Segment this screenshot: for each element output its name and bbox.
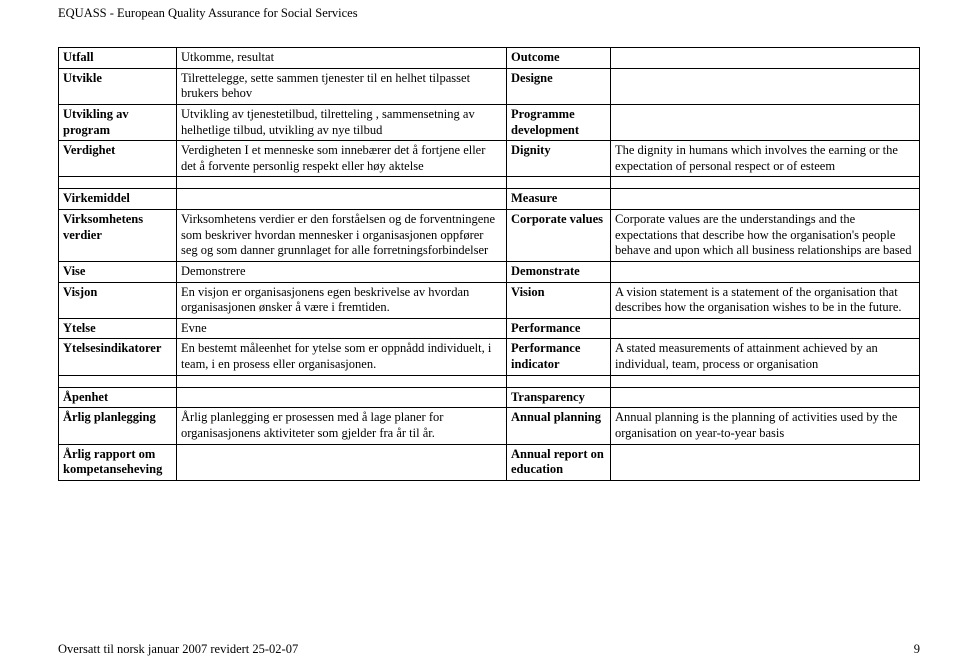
def-no: En visjon er organisasjonens egen beskri… (177, 282, 507, 318)
term-en: Annual planning (507, 408, 611, 444)
def-no: Utvikling av tjenestetilbud, tilrettelin… (177, 104, 507, 140)
term-en: Demonstrate (507, 261, 611, 282)
term-no: Virkemiddel (59, 189, 177, 210)
def-no: Årlig planlegging er prosessen med å lag… (177, 408, 507, 444)
term-en: Corporate values (507, 210, 611, 262)
def-en (611, 261, 920, 282)
term-no: Åpenhet (59, 387, 177, 408)
term-no: Årlig planlegging (59, 408, 177, 444)
def-en (611, 104, 920, 140)
table-row: Virksomhetens verdier Virksomhetens verd… (59, 210, 920, 262)
term-en: Vision (507, 282, 611, 318)
footer-left: Oversatt til norsk januar 2007 revidert … (58, 642, 298, 657)
table-row: Vise Demonstrere Demonstrate (59, 261, 920, 282)
table-row: Årlig rapport om kompetanseheving Annual… (59, 444, 920, 480)
term-no: Virksomhetens verdier (59, 210, 177, 262)
spacer-row (59, 375, 920, 387)
term-en: Outcome (507, 48, 611, 69)
term-no: Utvikling av program (59, 104, 177, 140)
def-no: Verdigheten I et menneske som innebærer … (177, 141, 507, 177)
term-no: Verdighet (59, 141, 177, 177)
def-no (177, 189, 507, 210)
page-header: EQUASS - European Quality Assurance for … (58, 6, 920, 21)
def-en (611, 444, 920, 480)
term-no: Utvikle (59, 68, 177, 104)
def-en (611, 68, 920, 104)
def-en: A vision statement is a statement of the… (611, 282, 920, 318)
spacer-row (59, 177, 920, 189)
def-no: Virksomhetens verdier er den forståelsen… (177, 210, 507, 262)
def-en: Annual planning is the planning of activ… (611, 408, 920, 444)
term-no: Visjon (59, 282, 177, 318)
page-footer: Oversatt til norsk januar 2007 revidert … (58, 642, 920, 657)
table-row: Årlig planlegging Årlig planlegging er p… (59, 408, 920, 444)
def-en: The dignity in humans which involves the… (611, 141, 920, 177)
term-en: Annual report on education (507, 444, 611, 480)
def-en: A stated measurements of attainment achi… (611, 339, 920, 375)
term-no: Ytelsesindikatorer (59, 339, 177, 375)
term-en: Designe (507, 68, 611, 104)
term-en: Measure (507, 189, 611, 210)
def-en (611, 318, 920, 339)
def-no (177, 444, 507, 480)
def-no: Tilrettelegge, sette sammen tjenester ti… (177, 68, 507, 104)
table-row: Verdighet Verdigheten I et menneske som … (59, 141, 920, 177)
term-no: Ytelse (59, 318, 177, 339)
table-row: Virkemiddel Measure (59, 189, 920, 210)
table-row: Visjon En visjon er organisasjonens egen… (59, 282, 920, 318)
def-no: Evne (177, 318, 507, 339)
def-en (611, 387, 920, 408)
term-en: Performance indicator (507, 339, 611, 375)
term-en: Transparency (507, 387, 611, 408)
term-no: Utfall (59, 48, 177, 69)
def-no (177, 387, 507, 408)
table-row: Utvikle Tilrettelegge, sette sammen tjen… (59, 68, 920, 104)
term-no: Årlig rapport om kompetanseheving (59, 444, 177, 480)
def-en: Corporate values are the understandings … (611, 210, 920, 262)
term-no: Vise (59, 261, 177, 282)
glossary-table: Utfall Utkomme, resultat Outcome Utvikle… (58, 47, 920, 481)
table-row: Ytelse Evne Performance (59, 318, 920, 339)
def-en (611, 48, 920, 69)
term-en: Programme development (507, 104, 611, 140)
table-row: Utfall Utkomme, resultat Outcome (59, 48, 920, 69)
def-no: En bestemt måleenhet for ytelse som er o… (177, 339, 507, 375)
term-en: Performance (507, 318, 611, 339)
table-row: Ytelsesindikatorer En bestemt måleenhet … (59, 339, 920, 375)
def-en (611, 189, 920, 210)
table-row: Utvikling av program Utvikling av tjenes… (59, 104, 920, 140)
table-row: Åpenhet Transparency (59, 387, 920, 408)
term-en: Dignity (507, 141, 611, 177)
def-no: Utkomme, resultat (177, 48, 507, 69)
footer-page-number: 9 (914, 642, 920, 657)
def-no: Demonstrere (177, 261, 507, 282)
